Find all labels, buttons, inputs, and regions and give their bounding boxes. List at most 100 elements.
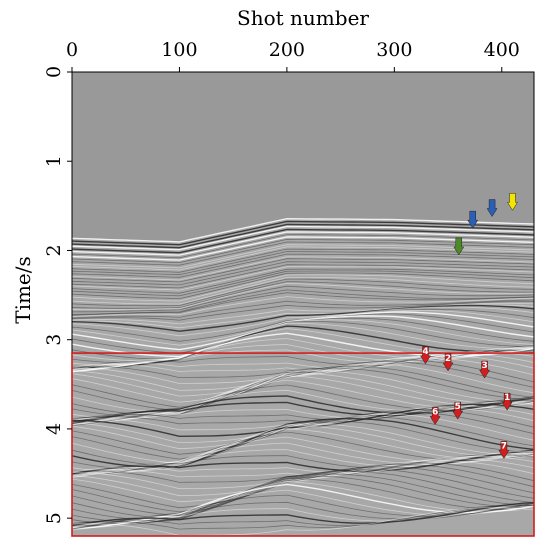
x-tick-label: 200 (269, 39, 305, 61)
arrow-number: 1 (504, 393, 510, 403)
reflection-line (72, 344, 534, 370)
reflection-line (72, 449, 534, 475)
arrow-icon (442, 353, 454, 372)
reflection-line (72, 416, 534, 467)
reflection-line (72, 317, 534, 360)
arrow-marker: 4 (420, 346, 431, 365)
arrow-icon (479, 360, 491, 379)
arrow-icon (452, 401, 464, 420)
arrow-icon (420, 346, 431, 365)
x-tick-label: 0 (66, 39, 78, 61)
reflection-line (72, 299, 534, 319)
arrow-number: 3 (481, 361, 487, 371)
reflection-line (72, 276, 534, 305)
reflection-line (72, 346, 534, 369)
reflection-line (72, 223, 534, 249)
reflection-line (72, 478, 534, 527)
arrow-marker (486, 199, 498, 218)
y-axis-ticks: 0 1 2 3 4 5 (43, 66, 72, 524)
reflection-line (72, 417, 534, 468)
reflection-line (72, 503, 534, 526)
reflection-line (72, 357, 534, 403)
plot-area (71, 71, 535, 537)
y-axis-title: Time/s (11, 256, 35, 324)
reflection-line (72, 306, 534, 337)
reflection-line (72, 278, 534, 307)
reflection-line (72, 285, 534, 313)
seismic-reflections (72, 217, 534, 536)
arrow-icon (453, 237, 465, 256)
reflection-line (72, 264, 534, 289)
y-tick-label: 0 (43, 66, 65, 78)
x-axis-ticks: 0 100 200 300 400 (66, 39, 520, 72)
reflection-line (72, 289, 534, 315)
reflection-line (72, 217, 534, 243)
reflection-line (72, 292, 534, 316)
arrow-number: 4 (422, 347, 428, 357)
reflection-line (72, 322, 534, 366)
reflection-line (72, 302, 534, 325)
reflection-line (72, 251, 534, 276)
reflection-line (72, 338, 534, 373)
reflection-line (72, 450, 534, 474)
reflection-line (72, 494, 534, 530)
reflection-line (72, 442, 534, 478)
arrow-marker: 6 (429, 407, 441, 425)
arrow-icon (498, 441, 510, 459)
reflection-line (72, 304, 534, 332)
arrow-marker: 2 (442, 353, 454, 372)
reflection-line (72, 454, 534, 483)
reflection-line (72, 359, 534, 408)
reflection-line (72, 258, 534, 283)
reflection-line (72, 282, 534, 311)
reflection-line (72, 228, 534, 254)
reflection-line (72, 480, 534, 529)
arrow-icon (486, 199, 498, 218)
arrow-icon (507, 193, 518, 211)
reflection-line (72, 319, 534, 362)
arrow-number: 5 (455, 402, 461, 412)
reflection-line (72, 261, 534, 286)
arrow-marker: 7 (498, 441, 510, 459)
reflection-line (72, 231, 534, 256)
x-tick-label: 400 (484, 39, 520, 61)
reflection-line (72, 452, 534, 478)
reflection-line (72, 468, 534, 519)
reflection-line (72, 471, 534, 521)
arrow-icon (429, 407, 441, 425)
y-tick-label: 2 (43, 244, 65, 256)
reflection-line (72, 272, 534, 300)
y-tick-label: 1 (43, 155, 65, 167)
reflection-line (72, 449, 534, 477)
reflection-line (72, 370, 534, 419)
reflection-line (72, 256, 534, 281)
reflection-line (72, 266, 534, 291)
reflection-line (72, 449, 534, 475)
reflection-line (72, 367, 534, 417)
reflection-line (72, 234, 534, 259)
reflection-line (72, 281, 534, 309)
reflection-line (72, 315, 534, 358)
reflection-line (72, 463, 534, 513)
arrow-number: 7 (501, 441, 507, 451)
arrow-number: 2 (445, 354, 451, 364)
reflection-line (72, 507, 534, 536)
x-tick-label: 100 (161, 39, 197, 61)
reflection-line (72, 332, 534, 373)
reflection-line (72, 456, 534, 490)
subsurface-fill (72, 219, 534, 536)
reflection-line (72, 270, 534, 297)
reflection-line (72, 253, 534, 278)
x-axis-title: Shot number (237, 6, 369, 30)
reflection-line (72, 361, 534, 411)
arrow-marker: 1 (501, 392, 513, 411)
reflection-line (72, 353, 534, 391)
reflection-line (72, 366, 534, 416)
y-tick-label: 5 (43, 512, 65, 524)
arrow-icon (501, 392, 513, 411)
reflection-line (72, 225, 534, 251)
reflection-line (72, 428, 534, 476)
reflection-line (72, 274, 534, 302)
arrow-marker (507, 193, 518, 211)
reflection-line (72, 301, 534, 321)
